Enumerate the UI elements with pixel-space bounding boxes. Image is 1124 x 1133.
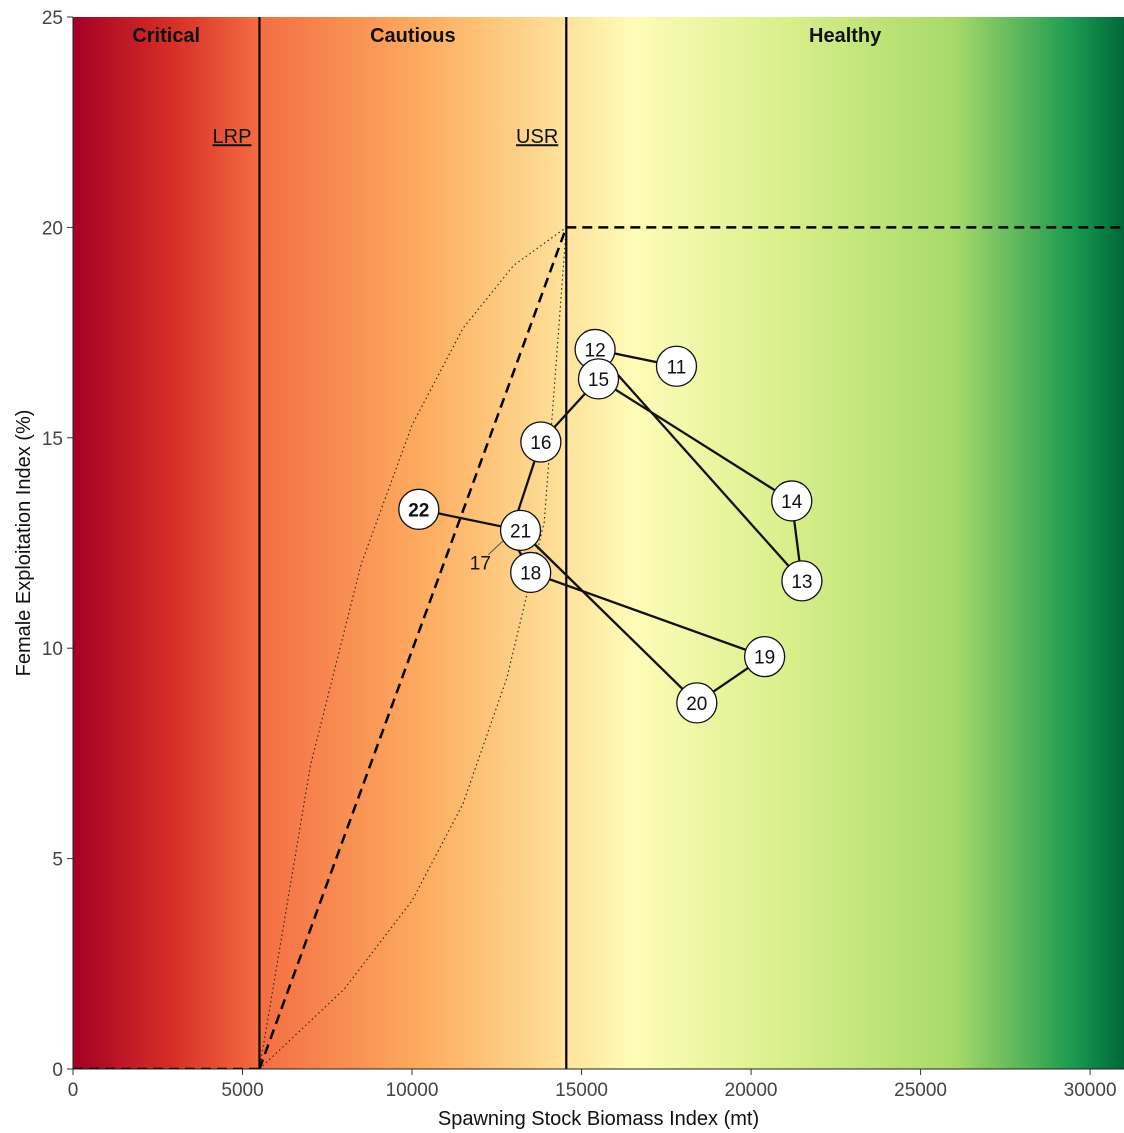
- point-label-16: 16: [530, 433, 551, 454]
- plot-area: LRP USR Critical Cautious Healthy 11 12 13 14 15 1…: [73, 17, 1124, 1069]
- usr-label: USR: [516, 126, 558, 148]
- point-label-15: 15: [588, 370, 609, 391]
- point-marker-11: [655, 345, 698, 387]
- y-axis-title: Female Exploitation Index (%): [13, 410, 35, 677]
- data-point-15: 15: [577, 358, 620, 400]
- point-label-12: 12: [585, 340, 606, 361]
- point-label-13: 13: [791, 572, 812, 593]
- data-point-13: 13: [781, 560, 823, 602]
- point-label-22: 22: [408, 500, 429, 521]
- x-tick-label-25000: 25000: [894, 1080, 947, 1101]
- y-tick-label-10: 10: [42, 639, 63, 660]
- data-point-16: 16: [520, 421, 562, 463]
- uncertainty-band-upper: [258, 226, 567, 1069]
- lrp-label: LRP: [213, 126, 252, 148]
- x-tick-label-30000: 30000: [1064, 1080, 1117, 1101]
- point-marker-19: [743, 635, 786, 678]
- point-marker-20: [676, 682, 718, 724]
- point-label-21: 21: [510, 521, 531, 542]
- x-tick-label-15000: 15000: [555, 1080, 608, 1101]
- plot-clipped-group: [73, 17, 1124, 1069]
- point-label-20: 20: [686, 694, 707, 715]
- data-point-20: 20: [676, 682, 718, 724]
- y-tick-label-20: 20: [42, 218, 63, 239]
- trajectory-line: [418, 348, 804, 705]
- y-tick-label-5: 5: [52, 850, 63, 871]
- x-axis-title: Spawning Stock Biomass Index (mt): [438, 1108, 759, 1130]
- data-point-21: 21: [499, 509, 542, 552]
- axes: 0 5000 10000 15000 20000 25000 30000 0 5 10 15 20 25…: [13, 8, 1124, 1130]
- y-tick-label-0: 0: [52, 1060, 63, 1081]
- data-point-14: 14: [771, 480, 813, 522]
- x-tick-label-0: 0: [68, 1080, 79, 1101]
- point-marker-15: [577, 358, 620, 400]
- y-tick-label-15: 15: [42, 429, 63, 450]
- point-17-leader: [488, 539, 505, 555]
- x-tick-label-20000: 20000: [725, 1080, 778, 1101]
- removal-reference-segment-1: [258, 226, 568, 1069]
- point-marker-16: [520, 421, 562, 463]
- zone-label-healthy: Healthy: [809, 25, 882, 47]
- x-tick-label-10000: 10000: [386, 1080, 439, 1101]
- point-marker-13: [781, 560, 823, 602]
- point-marker-14: [771, 480, 813, 522]
- zone-label-cautious: Cautious: [370, 25, 456, 47]
- x-tick-label-5000: 5000: [221, 1080, 263, 1101]
- zone-label-critical: Critical: [132, 25, 200, 47]
- y-tick-label-25: 25: [42, 8, 63, 29]
- point-label-14: 14: [781, 492, 803, 513]
- plot-background: [73, 17, 1124, 1069]
- point-marker-18: [510, 551, 552, 594]
- data-point-11: 11: [655, 345, 698, 387]
- data-point-17: 17: [470, 539, 505, 575]
- point-label-17: 17: [470, 554, 491, 575]
- data-point-19: 19: [743, 635, 786, 678]
- point-label-19: 19: [754, 648, 775, 669]
- point-marker-22: [398, 488, 440, 530]
- point-label-18: 18: [520, 563, 541, 584]
- uncertainty-band-lower: [259, 227, 567, 1069]
- data-point-22: 22: [398, 488, 440, 530]
- data-point-18: 18: [510, 551, 552, 594]
- point-marker-21: [499, 509, 542, 552]
- point-label-11: 11: [667, 357, 687, 378]
